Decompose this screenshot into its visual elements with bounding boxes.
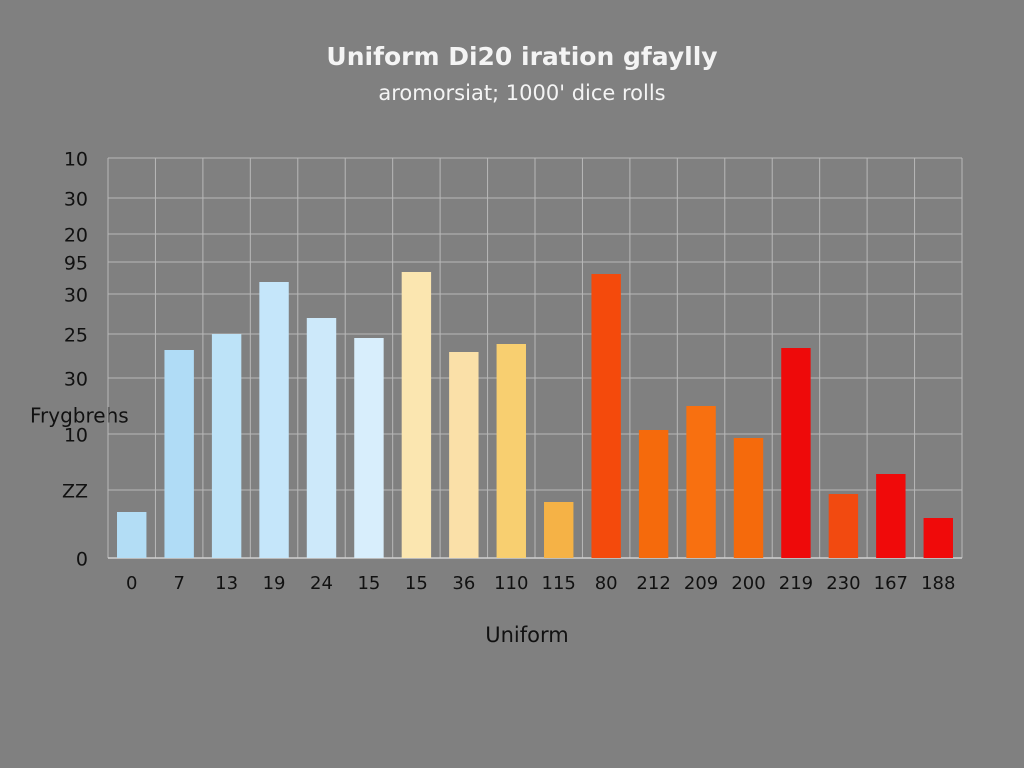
bar bbox=[923, 518, 953, 558]
x-tick-label: 19 bbox=[263, 573, 286, 594]
y-tick-label: 10 bbox=[64, 149, 88, 171]
chart-title: Uniform Di20 iration gfaylly bbox=[326, 42, 717, 71]
bar bbox=[401, 272, 432, 558]
bar bbox=[211, 334, 242, 558]
chart-subtitle: aromorsiat; 1000' dice rolls bbox=[378, 81, 665, 105]
x-tick-label: 7 bbox=[173, 573, 184, 594]
x-tick-label: 80 bbox=[595, 573, 618, 594]
x-tick-label: 200 bbox=[731, 573, 765, 594]
x-tick-label: 219 bbox=[779, 573, 813, 594]
y-tick-label: 95 bbox=[64, 253, 88, 275]
bar bbox=[686, 406, 716, 558]
bar bbox=[496, 344, 526, 558]
x-tick-label: 15 bbox=[357, 573, 380, 594]
x-tick-label: 167 bbox=[874, 573, 908, 594]
x-tick-label: 13 bbox=[215, 573, 238, 594]
bar bbox=[828, 494, 859, 558]
bar bbox=[544, 502, 574, 558]
bar bbox=[117, 512, 147, 558]
y-tick-label: 20 bbox=[64, 225, 88, 247]
bar bbox=[449, 352, 479, 558]
y-tick-label: 30 bbox=[64, 369, 88, 391]
x-tick-label: 110 bbox=[494, 573, 528, 594]
bar bbox=[354, 338, 384, 558]
bar bbox=[259, 282, 289, 558]
y-tick-label: 0 bbox=[76, 549, 88, 571]
x-tick-label: 209 bbox=[684, 573, 718, 594]
x-axis-label: Uniform bbox=[485, 623, 568, 647]
x-tick-label: 230 bbox=[826, 573, 860, 594]
bar bbox=[306, 318, 337, 558]
bar bbox=[164, 350, 194, 558]
x-tick-label: 115 bbox=[542, 573, 576, 594]
x-tick-label: 212 bbox=[636, 573, 670, 594]
bar bbox=[591, 274, 621, 558]
y-tick-label: 30 bbox=[64, 189, 88, 211]
y-tick-label: 30 bbox=[64, 285, 88, 307]
y-axis-label: Frygbrehs bbox=[30, 404, 129, 428]
bar bbox=[781, 348, 811, 558]
x-tick-label: 188 bbox=[921, 573, 955, 594]
y-tick-label: 25 bbox=[64, 325, 88, 347]
x-tick-label: 15 bbox=[405, 573, 428, 594]
bar bbox=[876, 474, 906, 558]
y-tick-label: 10 bbox=[64, 425, 88, 447]
bar bbox=[733, 438, 764, 558]
x-tick-label: 24 bbox=[310, 573, 333, 594]
x-tick-label: 36 bbox=[452, 573, 475, 594]
x-tick-label: 0 bbox=[126, 573, 137, 594]
y-tick-label: ZZ bbox=[62, 481, 88, 503]
bar bbox=[638, 430, 669, 558]
